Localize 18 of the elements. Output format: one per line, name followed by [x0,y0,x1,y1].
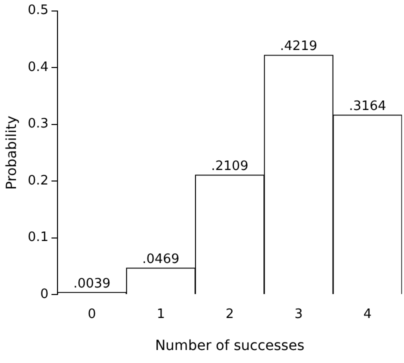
data-label: .2109 [211,158,248,174]
x-tick-label: 1 [156,306,165,322]
data-label: .3164 [348,98,386,114]
data-label: .4219 [280,39,318,54]
x-tick-label: 0 [88,306,96,322]
x-tick-label: 4 [363,306,372,322]
y-tick-label: 0 [40,286,48,302]
y-tick-label: 0.1 [28,230,48,246]
data-label: .0469 [142,252,180,267]
x-tick-label: 2 [226,306,234,322]
y-axis-title: Probability [4,116,20,190]
y-tick-label: 0.5 [28,3,48,18]
y-tick-label: 0.2 [28,173,48,188]
x-tick-label: 3 [294,306,303,322]
data-label: .0039 [73,276,111,292]
y-tick-label: 0.4 [28,60,48,75]
y-tick-label: 0.3 [28,116,48,132]
x-axis-title: Number of successes [155,338,304,354]
